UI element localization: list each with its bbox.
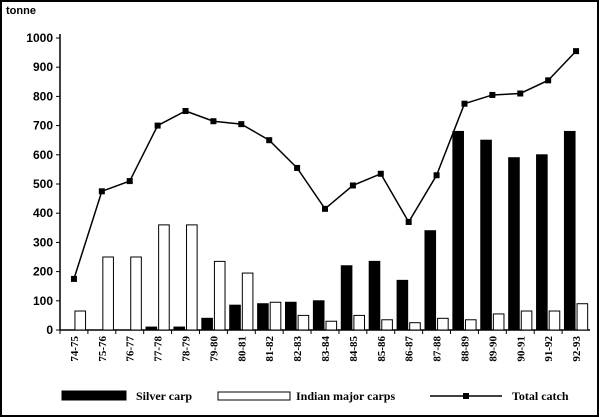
total-catch-marker [70,275,77,282]
indian-major-carps-bar [353,314,365,331]
x-tick-label: 91-92 [543,336,555,362]
total-catch-marker [545,77,552,84]
silver-carp-bar [285,301,297,331]
silver-carp-bar [173,326,186,331]
indian-major-carps-bar [241,272,254,331]
silver-carp-bar [563,130,576,331]
silver-carp-bar [424,230,437,331]
silver-carp-bar [536,154,548,331]
silver-carp-bar [368,260,381,331]
indian-major-carps-bar [213,260,226,331]
total-catch-marker [154,122,161,129]
x-tick-label: 87-88 [432,336,444,362]
y-tick-label: 100 [33,294,53,308]
legend: Silver carp Indian major carps Total catch [61,389,569,403]
total-catch-marker [210,118,217,125]
indian-major-carps-bar [297,314,310,331]
indian-major-carps-bar [576,303,589,331]
x-tick-label: 77-78 [153,336,165,362]
indian-major-carps-bar [520,310,533,331]
indian-major-carps-bar [130,256,142,331]
y-tick-label: 300 [33,235,53,249]
x-axis: 74-75 75-76 76-77 77-78 78-79 79-80 80-81 81-82… [59,329,590,362]
total-catch-line [70,48,580,282]
total-catch-marker [405,218,412,225]
legend-total-catch-label: Total catch [512,389,569,403]
indian-major-carps-bar [409,322,421,331]
legend-indian-major-carps-swatch [217,391,291,401]
silver-carp-bar [312,300,325,331]
x-tick-label: 85-86 [376,336,388,362]
total-catch-marker [517,90,524,97]
total-catch-marker [377,170,384,177]
x-tick-label: 86-87 [404,336,416,362]
silver-carp-bar [508,157,520,331]
total-catch-marker [294,164,301,171]
x-tick-label: 79-80 [208,336,220,362]
x-tick-label: 88-89 [459,336,471,362]
indian-major-carps-bar [186,224,198,331]
x-tick-label: 83-84 [320,336,332,362]
y-tick-label: 1000 [26,31,53,45]
y-tick-label: 0 [46,323,53,337]
total-catch-marker [238,121,245,128]
legend-silver-carp-label: Silver carp [136,389,192,403]
x-tick-label: 92-93 [571,336,583,362]
total-catch-marker [433,172,440,179]
total-catch-marker [322,205,328,212]
legend-silver-carp-swatch [61,390,127,401]
total-catch-marker [461,100,468,107]
total-catch-marker [98,188,105,195]
y-axis-unit-label: tonne [6,5,36,17]
y-tick-label: 600 [33,148,53,162]
indian-major-carps-bar [492,313,505,331]
x-tick-label: 89-90 [487,336,499,362]
silver-carp-bar [145,326,158,331]
silver-carp-bar [340,265,353,331]
silver-carp-bar [229,304,241,331]
indian-major-carps-bar [381,319,393,331]
silver-carp-bar [257,303,269,331]
bar-series [74,130,589,331]
legend-indian-major-carps-label: Indian major carps [296,389,395,403]
x-tick-label: 84-85 [348,336,360,362]
indian-major-carps-bar [464,319,477,331]
silver-carp-bar [480,139,492,331]
indian-major-carps-bar [158,224,170,331]
legend-total-catch-marker [463,393,469,399]
y-tick-label: 800 [33,89,53,103]
x-tick-label: 80-81 [236,336,248,362]
x-tick-label: 74-75 [69,336,81,362]
x-tick-label: 81-82 [264,336,276,362]
total-catch-marker [182,108,189,114]
total-catch-polyline [73,50,577,280]
y-tick-label: 700 [33,119,53,133]
x-tick-label: 76-77 [125,336,137,362]
x-tick-label: 82-83 [292,336,304,362]
indian-major-carps-bar [269,301,282,331]
y-tick-label: 500 [33,177,53,191]
silver-carp-bar [201,317,213,331]
y-tick-label: 200 [33,265,53,279]
x-tick-label: 78-79 [181,336,193,362]
y-tick-label: 900 [33,60,53,74]
total-catch-marker [349,182,356,189]
indian-major-carps-bar [325,320,338,331]
silver-carp-bar [452,130,464,331]
x-tick-label: 90-91 [515,336,527,362]
y-tick-label: 400 [33,206,53,220]
total-catch-marker [266,137,273,144]
indian-major-carps-bar [437,317,449,331]
indian-major-carps-bar [74,310,87,331]
x-tick-label: 75-76 [97,336,109,362]
total-catch-marker [573,48,580,55]
total-catch-marker [489,91,496,98]
silver-carp-bar [396,279,409,331]
y-axis: 0 100 200 300 400 500 600 700 800 900 1000 [26,31,61,337]
indian-major-carps-bar [548,310,561,331]
total-catch-marker [126,178,133,185]
indian-major-carps-bar [102,256,114,331]
